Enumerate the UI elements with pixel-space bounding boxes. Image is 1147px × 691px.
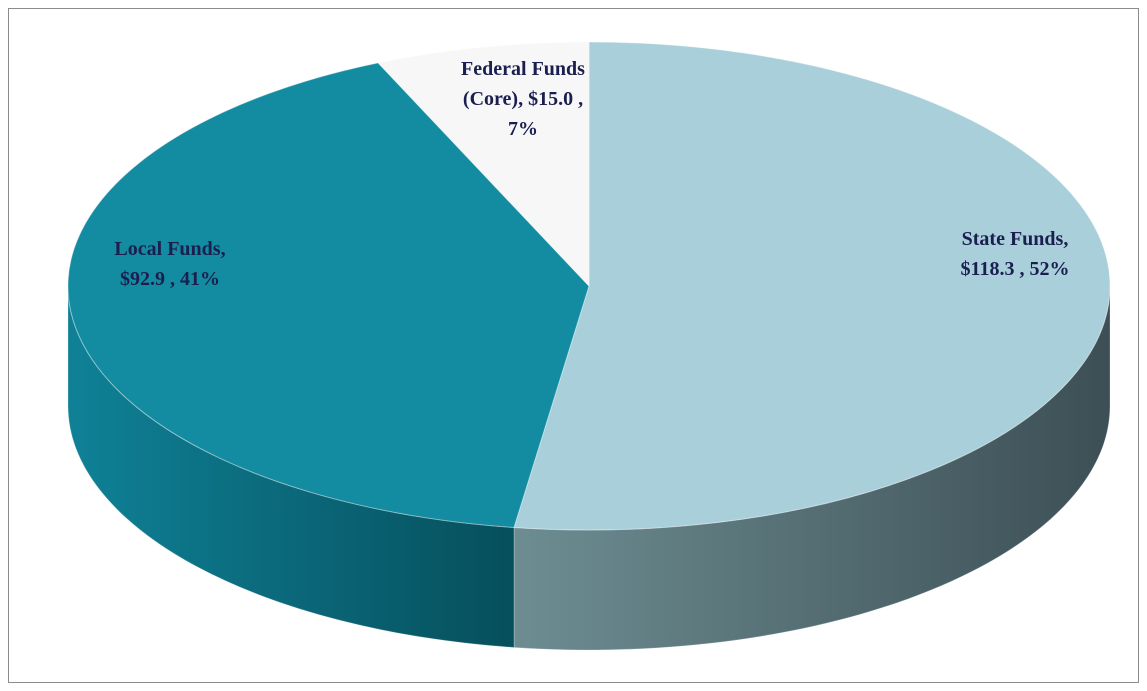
data-label: State Funds, $118.3 , 52% <box>961 228 1070 280</box>
data-label: Federal Funds (Core), $15.0 , 7% <box>461 58 585 140</box>
slice <box>67 62 590 528</box>
slice <box>377 41 590 288</box>
data-label: Local Funds, $92.9 , 41% <box>114 238 225 290</box>
slice <box>513 41 1111 531</box>
data-label-line: (Core), $15.0 , <box>463 88 583 110</box>
data-label-line: 7% <box>508 118 538 140</box>
data-label-line: Local Funds, <box>114 238 225 260</box>
data-label-line: Federal Funds <box>461 58 585 80</box>
data-label-line: $118.3 , 52% <box>961 258 1070 280</box>
data-label-line: $92.9 , 41% <box>120 268 220 290</box>
data-label-line: State Funds, <box>962 228 1069 250</box>
